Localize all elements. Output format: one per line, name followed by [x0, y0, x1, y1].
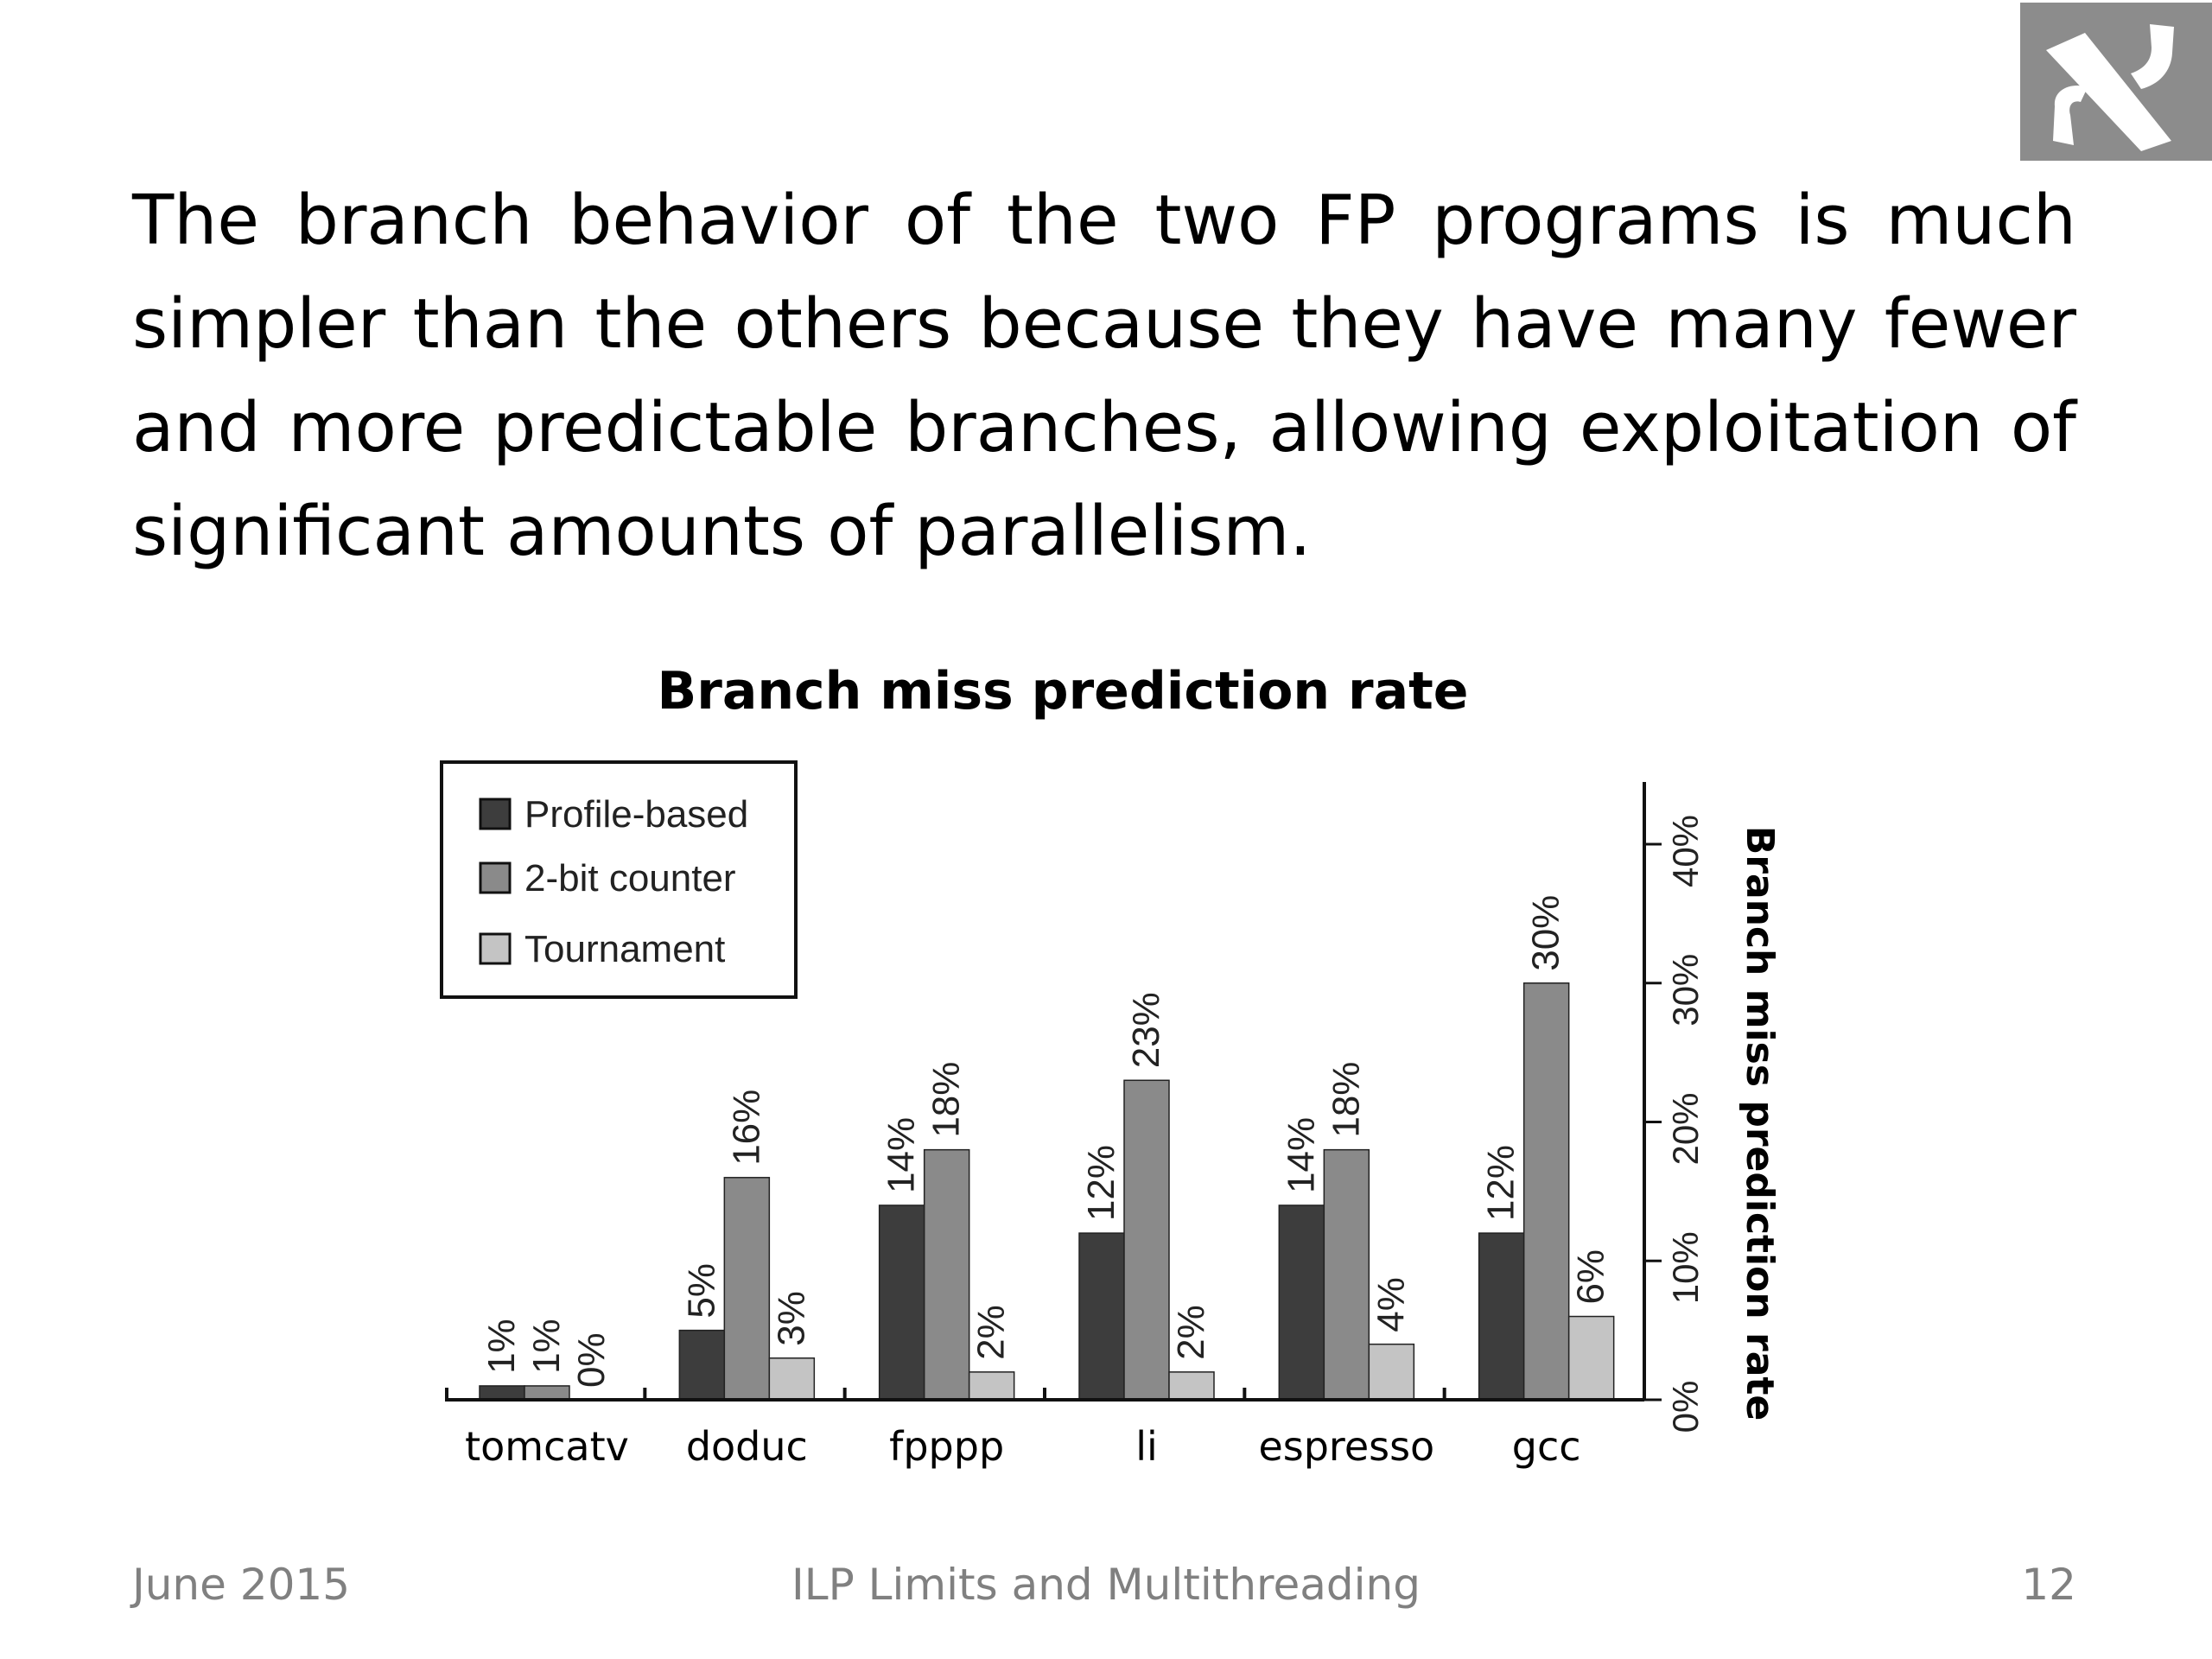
chart-title: Branch miss prediction rate — [657, 661, 1469, 721]
bar-2-bit-counter-espresso — [1323, 1148, 1370, 1401]
data-label: 23% — [1125, 992, 1167, 1068]
data-label: 14% — [1280, 1117, 1322, 1193]
bar-profile-based-tomcatv — [479, 1385, 525, 1401]
data-label: 14% — [880, 1117, 923, 1193]
y-tick-label: 40% — [1665, 815, 1706, 887]
bar-profile-based-espresso — [1278, 1205, 1325, 1401]
bar-2-bit-counter-li — [1123, 1079, 1170, 1401]
legend-label: 2-bit counter — [524, 857, 736, 899]
data-label: 18% — [1325, 1062, 1367, 1138]
data-label: 6% — [1570, 1249, 1612, 1305]
data-label: 1% — [480, 1319, 523, 1374]
legend-label: Profile-based — [524, 793, 748, 836]
logo-glyph — [2046, 24, 2174, 151]
bar-tournament-doduc — [768, 1357, 816, 1401]
x-tick-label: fpppp — [889, 1423, 1004, 1470]
data-label: 30% — [1525, 895, 1567, 971]
data-label: 0% — [570, 1332, 613, 1388]
data-label: 5% — [680, 1263, 722, 1319]
data-label: 4% — [1370, 1277, 1412, 1332]
data-label: 12% — [1080, 1145, 1122, 1221]
bar-profile-based-doduc — [678, 1329, 726, 1401]
body-text: The branch behavior of the two FP progra… — [132, 181, 2076, 571]
bar-profile-based-li — [1078, 1232, 1125, 1401]
page-number: 12 — [2021, 1560, 2076, 1610]
data-label: 18% — [925, 1062, 968, 1138]
y-tick-label: 20% — [1665, 1092, 1706, 1165]
legend-label: Tournament — [524, 928, 725, 970]
x-tick-label: tomcatv — [465, 1423, 629, 1470]
data-label: 1% — [525, 1319, 568, 1374]
x-tick-label: espresso — [1258, 1423, 1434, 1470]
bar-tournament-li — [1168, 1371, 1215, 1401]
data-label: 16% — [725, 1090, 767, 1166]
bar-2-bit-counter-doduc — [723, 1177, 771, 1401]
data-label: 12% — [1480, 1145, 1522, 1221]
y-tick-label: 10% — [1665, 1231, 1706, 1304]
bar-tournament-espresso — [1368, 1343, 1415, 1401]
bar-tournament-fpppp — [968, 1371, 1015, 1401]
y-tick-label: 0% — [1665, 1381, 1706, 1433]
bar-2-bit-counter-gcc — [1522, 982, 1570, 1401]
data-label: 2% — [970, 1305, 1013, 1360]
x-tick-label: gcc — [1512, 1423, 1581, 1470]
footer-title: ILP Limits and Multithreading — [791, 1560, 1421, 1610]
bar-2-bit-counter-fpppp — [923, 1148, 970, 1401]
x-tick-label: doduc — [686, 1423, 808, 1470]
bar-2-bit-counter-tomcatv — [524, 1385, 570, 1401]
bar-profile-based-gcc — [1478, 1232, 1525, 1401]
data-label: 2% — [1170, 1305, 1212, 1360]
x-tick-label: li — [1135, 1423, 1158, 1470]
legend-swatch-profile-based — [479, 798, 512, 830]
data-label: 3% — [770, 1291, 812, 1346]
legend-swatch-tournament — [479, 932, 512, 965]
bar-profile-based-fpppp — [878, 1205, 925, 1401]
footer-date: June 2015 — [132, 1560, 351, 1610]
bar-tournament-gcc — [1567, 1315, 1615, 1401]
logo — [2020, 3, 2212, 161]
y-axis-label: Branch miss prediction rate — [1738, 826, 1782, 1421]
y-tick-label: 30% — [1665, 954, 1706, 1027]
legend-swatch-2-bit-counter — [479, 861, 512, 894]
